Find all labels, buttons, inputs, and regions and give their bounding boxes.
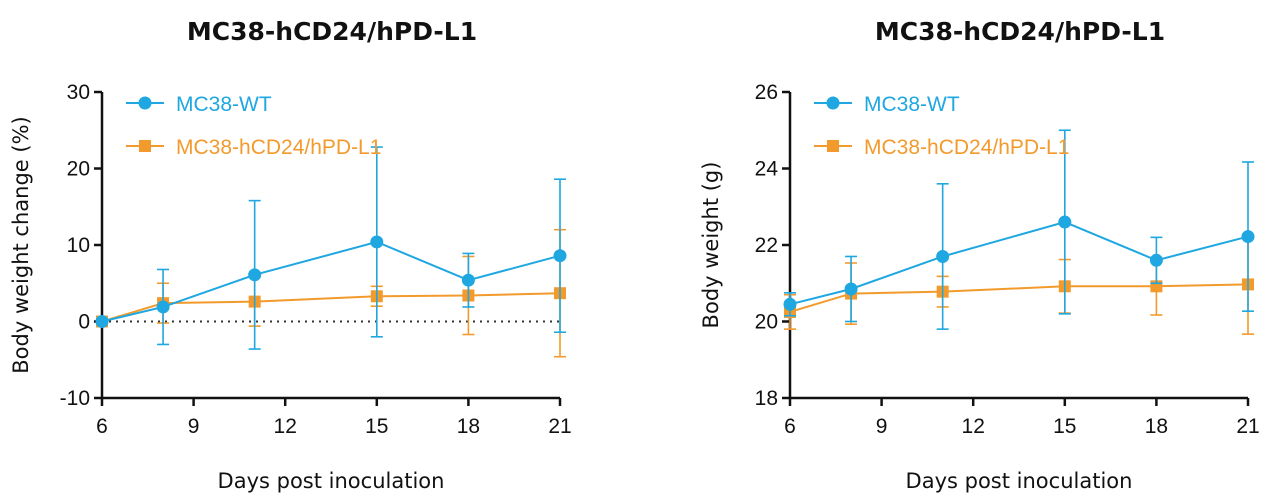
series-mc38-hcd24-hpdl1 [96,228,566,358]
chart-svg: MC38-hCD24/hPD-L1 -10 0 10 20 30 6 9 12 15 18 21 Day… [9,17,572,493]
legend-label: MC38-WT [176,93,272,116]
y-axis-label: Body weight (g) [699,162,723,329]
y-tick-label: 0 [78,311,90,334]
series-line [789,283,1249,313]
legend-marker-circle [826,96,840,110]
series-line [101,292,561,323]
data-point [370,235,384,249]
y-tick-label: 20 [67,158,90,181]
chart-body-weight: MC38-hCD24/hPD-L1 18 20 22 24 26 6 9 12 15 18 21 Day… [636,0,1272,501]
data-point [553,249,567,263]
series-mc38-wt [95,146,567,350]
y-axis-label: Body weight change (%) [9,116,33,373]
chart-title: MC38-hCD24/hPD-L1 [187,17,477,46]
legend-label: MC38-WT [864,93,960,116]
legend-marker-circle [138,96,152,110]
y-tick-label: 24 [755,158,779,181]
data-point [1241,230,1255,244]
y-tick-label: 30 [67,81,90,104]
x-tick-label: 9 [188,415,200,438]
data-point [156,300,170,314]
x-tick-label: 6 [96,415,108,438]
legend-label: MC38-hCD24/hPD-L1 [176,136,381,159]
legend-label: MC38-hCD24/hPD-L1 [864,136,1069,159]
data-point [783,297,797,311]
legend-marker-square [139,140,151,152]
x-tick-label: 21 [548,415,571,438]
x-tick-label: 12 [274,415,297,438]
y-tick-label: 10 [67,234,90,257]
y-tick-label: 20 [755,311,778,334]
x-tick-label: 18 [1145,415,1168,438]
data-point [1058,215,1072,229]
y-tick-label: 18 [755,387,778,410]
data-point [844,282,858,296]
x-tick-label: 18 [457,415,480,438]
x-tick-label: 9 [876,415,888,438]
y-tick-label: 22 [755,234,778,257]
x-tick-label: 21 [1236,415,1259,438]
data-point [1149,253,1163,267]
x-tick-label: 12 [962,415,985,438]
x-axis-label: Days post inoculation [218,469,445,493]
y-tick-label: 26 [755,81,778,104]
series-mc38-wt [783,129,1255,330]
data-point [461,273,475,287]
x-tick-label: 15 [365,415,388,438]
x-tick-label: 6 [784,415,796,438]
y-tick-label: -10 [60,387,90,410]
data-point [936,249,950,263]
chart-svg: MC38-hCD24/hPD-L1 18 20 22 24 26 6 9 12 15 18 21 Day… [699,17,1260,493]
data-point [95,315,109,328]
x-axis-label: Days post inoculation [906,469,1133,493]
chart-body-weight-change: MC38-hCD24/hPD-L1 -10 0 10 20 30 6 9 12 15 18 21 Day… [9,17,572,493]
series-line [101,240,561,323]
chart-title: MC38-hCD24/hPD-L1 [875,17,1165,46]
x-tick-label: 15 [1053,415,1076,438]
data-point [248,268,262,282]
legend-marker-square [827,140,839,152]
series-line [789,220,1249,306]
